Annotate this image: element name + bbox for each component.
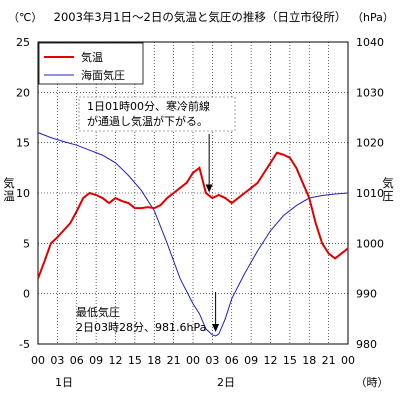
left-tick-label: -5 xyxy=(19,338,30,351)
x-axis-unit: （時） xyxy=(356,376,389,389)
left-axis-unit: （℃） xyxy=(8,11,42,24)
right-tick-label: 1010 xyxy=(356,187,384,200)
x-tick-label: 15 xyxy=(283,354,297,367)
legend-box xyxy=(38,42,144,85)
x-axis-ticks: 00 03 06 09 12 15 18 21 00 03 06 09 12 15 18 21 00 xyxy=(31,354,355,367)
annotation-line-2: が通過し気温が下がる。 xyxy=(87,114,208,128)
left-tick-label: 10 xyxy=(16,187,30,200)
right-tick-label: 1020 xyxy=(356,137,384,150)
legend-label-sea-level-pressure: 海面気圧 xyxy=(81,68,125,82)
left-tick-label: 20 xyxy=(16,86,30,99)
annotation-min-pressure: 最低気圧 2日03時28分、981.6hPa xyxy=(76,292,220,334)
x-tick-label: 00 xyxy=(186,354,200,367)
right-tick-label: 1040 xyxy=(356,36,384,49)
annotation-arrowhead xyxy=(205,184,213,193)
right-tick-label: 990 xyxy=(356,288,377,301)
x-tick-label: 00 xyxy=(341,354,355,367)
annotation-line-2: 2日03時28分、981.6hPa xyxy=(76,321,206,334)
right-axis-label: 気圧 xyxy=(382,176,394,203)
annotation-arrowhead xyxy=(212,323,220,332)
left-tick-label: 15 xyxy=(16,137,30,150)
gridlines xyxy=(38,42,348,344)
x-tick-label: 18 xyxy=(147,354,161,367)
left-tick-label: 5 xyxy=(23,237,30,250)
x-tick-label: 21 xyxy=(322,354,336,367)
legend: 気温 海面気圧 xyxy=(38,42,144,85)
series-line-temperature xyxy=(37,151,349,279)
annotation-cold-front: 1日01時00分、寒冷前線 が通過し気温が下がる。 xyxy=(78,96,236,193)
right-axis-ticks: 1040 1030 1020 1010 1000 990 980 xyxy=(356,36,384,351)
left-tick-label: 25 xyxy=(16,36,30,49)
x-tick-label: 03 xyxy=(205,354,219,367)
right-axis-unit: （hPa） xyxy=(352,11,394,24)
left-axis-label: 気温 xyxy=(3,176,15,203)
x-tick-label: 12 xyxy=(109,354,123,367)
left-axis-ticks: 25 20 15 10 5 0 -5 xyxy=(16,36,30,351)
x-tick-label: 12 xyxy=(264,354,278,367)
legend-label-temperature: 気温 xyxy=(81,50,103,64)
day-label-1: 1日 xyxy=(55,376,73,389)
annotation-line-1: 1日01時00分、寒冷前線 xyxy=(87,99,210,113)
x-tick-label: 09 xyxy=(89,354,103,367)
x-tick-label: 06 xyxy=(70,354,84,367)
right-tick-label: 1000 xyxy=(356,237,384,250)
x-tick-label: 15 xyxy=(128,354,142,367)
x-tick-label: 06 xyxy=(225,354,239,367)
annotation-box xyxy=(78,96,236,132)
right-tick-label: 1030 xyxy=(356,86,384,99)
x-tick-label: 03 xyxy=(50,354,64,367)
chart-title: 2003年3月1日～2日の気温と気圧の推移（日立市役所） xyxy=(54,10,347,24)
x-tick-label: 21 xyxy=(167,354,181,367)
annotation-line-1: 最低気圧 xyxy=(76,305,120,319)
right-tick-label: 980 xyxy=(356,338,377,351)
x-tick-label: 00 xyxy=(31,354,45,367)
x-tick-label: 18 xyxy=(302,354,316,367)
x-tick-label: 09 xyxy=(244,354,258,367)
left-tick-label: 0 xyxy=(23,288,30,301)
series-line-sea-level-pressure xyxy=(37,132,349,337)
day-label-2: 2日 xyxy=(217,376,235,389)
